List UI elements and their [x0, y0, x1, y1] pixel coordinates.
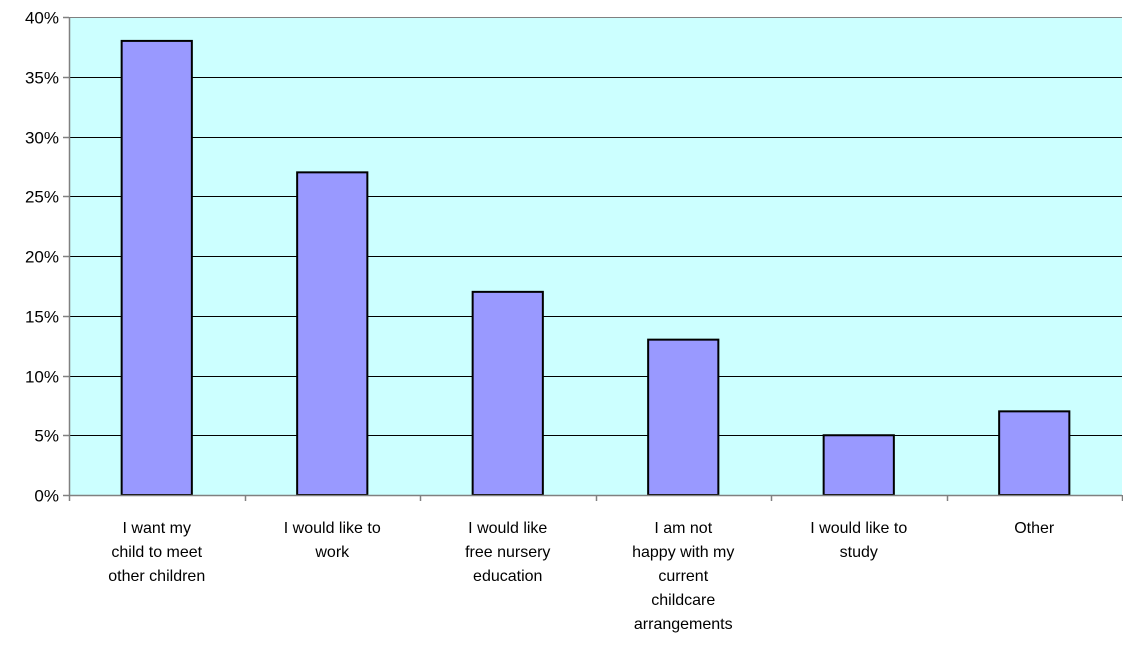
category-label-line: child to meet	[111, 544, 202, 561]
category-label-line: current	[658, 568, 708, 585]
y-tick-label: 40%	[25, 9, 59, 28]
y-tick-label: 30%	[25, 129, 59, 148]
category-label-line: education	[473, 568, 542, 585]
category-label-line: study	[840, 544, 878, 561]
category-label-line: free nursery	[465, 544, 550, 561]
bar	[822, 434, 895, 496]
category-label-line: I would like	[468, 520, 547, 537]
category-label-line: I would like to	[810, 520, 907, 537]
bar	[647, 338, 720, 496]
bars	[120, 39, 1071, 497]
category-label-line: work	[314, 544, 350, 561]
category-label-line: other children	[108, 568, 205, 585]
category-label: I would like to study	[810, 520, 907, 561]
category-label-line: happy with my	[632, 544, 734, 561]
category-label: Other	[1014, 520, 1055, 537]
category-label: I am not happy with my current childcare arr…	[632, 520, 734, 633]
bar	[998, 410, 1071, 497]
category-label: I want my child to meet other children	[108, 520, 205, 585]
category-label-line: I am not	[654, 520, 712, 537]
category-label-line: arrangements	[634, 616, 733, 633]
x-axis-category-labels: I want my child to meet other children I wo…	[108, 520, 1055, 633]
y-tick-label: 20%	[25, 248, 59, 267]
y-axis-tick-labels: 0% 5% 10% 15% 20% 25% 30% 35% 40%	[25, 9, 59, 506]
category-label-line: I would like to	[284, 520, 381, 537]
bar	[296, 171, 369, 496]
axes	[63, 16, 1123, 501]
category-label-line: I want my	[123, 520, 191, 537]
category-label-line: Other	[1014, 520, 1055, 537]
y-tick-label: 5%	[34, 427, 59, 446]
category-label-line: childcare	[651, 592, 715, 609]
category-label: I would like free nursery education	[465, 520, 550, 585]
category-label: I would like to work	[284, 520, 381, 561]
y-tick-label: 15%	[25, 308, 59, 327]
y-tick-label: 35%	[25, 69, 59, 88]
bar	[471, 290, 544, 496]
y-tick-label: 25%	[25, 188, 59, 207]
y-tick-label: 0%	[34, 487, 59, 506]
bar	[120, 39, 193, 497]
y-tick-label: 10%	[25, 368, 59, 387]
